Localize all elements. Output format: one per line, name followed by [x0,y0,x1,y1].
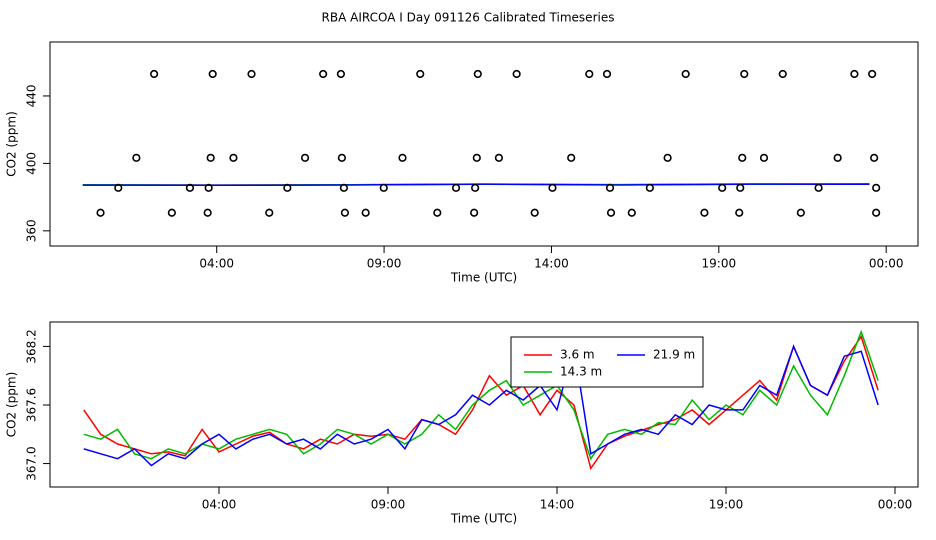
marker [494,153,503,162]
marker [872,208,881,217]
marker [567,153,576,162]
marker [738,153,747,162]
y-tick-label: 400 [25,152,39,175]
x-tick-label: 00:00 [878,498,913,512]
marker [870,153,879,162]
series-line [83,329,879,461]
marker [548,183,557,192]
marker [512,69,521,79]
marker [530,208,539,217]
marker [472,153,481,162]
x-tick-label: 19:00 [702,257,737,271]
series-line [83,334,879,471]
marker [204,183,213,192]
marker [850,69,859,79]
marker [663,153,672,162]
x-tick-label: 04:00 [199,257,234,271]
marker [337,153,346,162]
y-tick-label: 368.2 [25,329,39,363]
marker [868,69,877,79]
marker [229,153,238,162]
legend-label: 14.3 m [560,365,602,379]
legend-box [510,336,704,388]
marker [283,183,292,192]
marker [602,69,612,79]
marker [416,69,425,79]
marker [645,183,654,192]
legend-label: 21.9 m [653,348,695,362]
marker [585,69,594,79]
marker [203,208,212,217]
x-axis-label: Time (UTC) [450,512,517,526]
marker [778,69,787,79]
marker [740,69,749,79]
plot-box [49,41,919,247]
marker [336,69,345,79]
marker [606,208,616,217]
marker [872,183,881,192]
marker [132,153,141,162]
x-tick-label: 09:00 [367,257,402,271]
series-line [83,344,879,467]
series-line [82,183,870,187]
marker [471,183,480,192]
legend-label: 3.6 m [560,348,595,362]
marker [96,208,105,217]
marker [605,183,615,192]
marker [814,183,823,192]
x-tick-label: 14:00 [534,257,569,271]
marker [470,208,479,217]
y-tick-label: 360 [25,219,39,242]
marker [833,153,842,162]
figure-title: RBA AIRCOA I Day 091126 Calibrated Times… [322,11,615,25]
marker [150,69,159,79]
marker [361,208,370,217]
x-tick-label: 04:00 [202,498,237,512]
marker [167,208,176,217]
marker [433,208,442,217]
x-tick-label: 14:00 [540,498,575,512]
marker [379,183,388,192]
marker [265,208,274,217]
marker [300,153,310,162]
y-tick-label: 367.0 [25,446,39,480]
marker [247,69,256,79]
x-tick-label: 00:00 [869,257,904,271]
x-tick-label: 19:00 [709,498,744,512]
marker [718,183,727,192]
marker [206,153,215,162]
marker [319,69,328,79]
x-tick-label: 09:00 [371,498,406,512]
marker [339,183,349,192]
marker [398,153,407,162]
marker [736,183,745,192]
y-tick-label: 367.6 [25,388,39,422]
marker [451,183,461,192]
plot-box [49,321,919,488]
marker [700,208,709,217]
y-tick-label: 440 [25,84,39,107]
marker [735,208,744,217]
y-axis-label: CO2 (ppm) [5,372,19,438]
y-axis-label: CO2 (ppm) [5,111,19,177]
marker [759,153,769,162]
marker [627,208,636,217]
marker [185,183,195,192]
marker [208,69,217,79]
marker [340,208,350,217]
x-axis-label: Time (UTC) [450,271,517,285]
marker [473,69,482,79]
marker [114,183,123,192]
marker [681,69,690,79]
marker [796,208,805,217]
